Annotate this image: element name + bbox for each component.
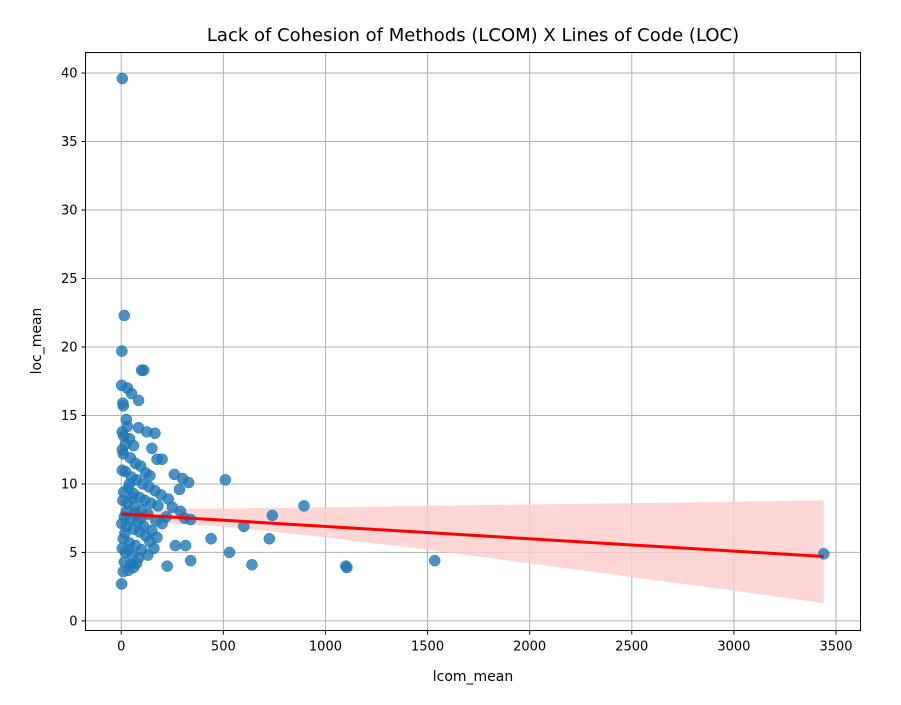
y-tick-label: 20 (61, 340, 78, 355)
data-point (219, 474, 232, 486)
data-point (205, 532, 217, 545)
regression-line-group (121, 512, 824, 559)
y-tick-label: 40 (61, 67, 78, 82)
data-point (184, 554, 197, 567)
data-point (117, 565, 130, 578)
data-point (122, 543, 135, 556)
data-point (132, 394, 145, 407)
data-point (428, 554, 441, 567)
data-point (117, 400, 130, 412)
data-point (182, 476, 195, 489)
y-tick-label: 35 (61, 135, 78, 150)
data-point (116, 464, 129, 476)
data-point (125, 387, 138, 400)
data-point (263, 532, 276, 545)
y-tick-label: 30 (61, 204, 78, 219)
data-point (298, 500, 310, 512)
data-point (116, 517, 128, 530)
x-tick-label: 1500 (411, 640, 444, 655)
chart-title: Lack of Cohesion of Methods (LCOM) X Lin… (207, 25, 739, 46)
data-point (119, 527, 131, 540)
y-tick-label: 25 (61, 272, 78, 287)
data-point (341, 561, 353, 574)
y-tick-label: 15 (61, 409, 78, 424)
x-tick-label: 2000 (513, 640, 546, 655)
data-point (246, 559, 258, 571)
data-point (169, 539, 182, 552)
y-tick-label: 5 (69, 546, 77, 561)
data-point (152, 500, 164, 512)
data-point (115, 578, 128, 590)
data-point (266, 509, 279, 522)
x-tick-label: 0 (117, 640, 125, 655)
data-point (173, 483, 186, 496)
x-tick-label: 500 (211, 640, 236, 655)
x-axis-ticks: 0 500 1000 1500 2000 2500 3000 3500 (117, 630, 853, 655)
data-point (116, 72, 129, 85)
data-point (126, 491, 139, 504)
data-point (116, 443, 129, 456)
data-point (118, 309, 131, 322)
data-point (156, 453, 168, 466)
data-point (123, 478, 136, 490)
y-tick-label: 10 (61, 477, 78, 492)
data-point (223, 546, 236, 559)
data-point (146, 442, 158, 455)
data-point (117, 486, 130, 498)
regression-line (121, 512, 824, 559)
x-tick-label: 1000 (309, 640, 342, 655)
data-point (116, 345, 128, 357)
data-point (137, 364, 150, 377)
data-point (179, 539, 192, 552)
data-point (127, 561, 140, 574)
x-axis-label: lcom_mean (433, 669, 514, 685)
y-axis-ticks: 0 5 10 15 20 25 30 35 40 (61, 67, 86, 629)
plot-frame (85, 52, 861, 631)
y-tick-label: 0 (69, 614, 77, 629)
data-point (149, 427, 161, 440)
y-axis-label: loc_mean (29, 308, 45, 375)
data-point (161, 560, 173, 572)
x-tick-label: 3500 (819, 640, 852, 655)
grid-lines (85, 52, 861, 631)
x-tick-label: 3000 (717, 640, 750, 655)
x-tick-label: 2500 (615, 640, 648, 655)
